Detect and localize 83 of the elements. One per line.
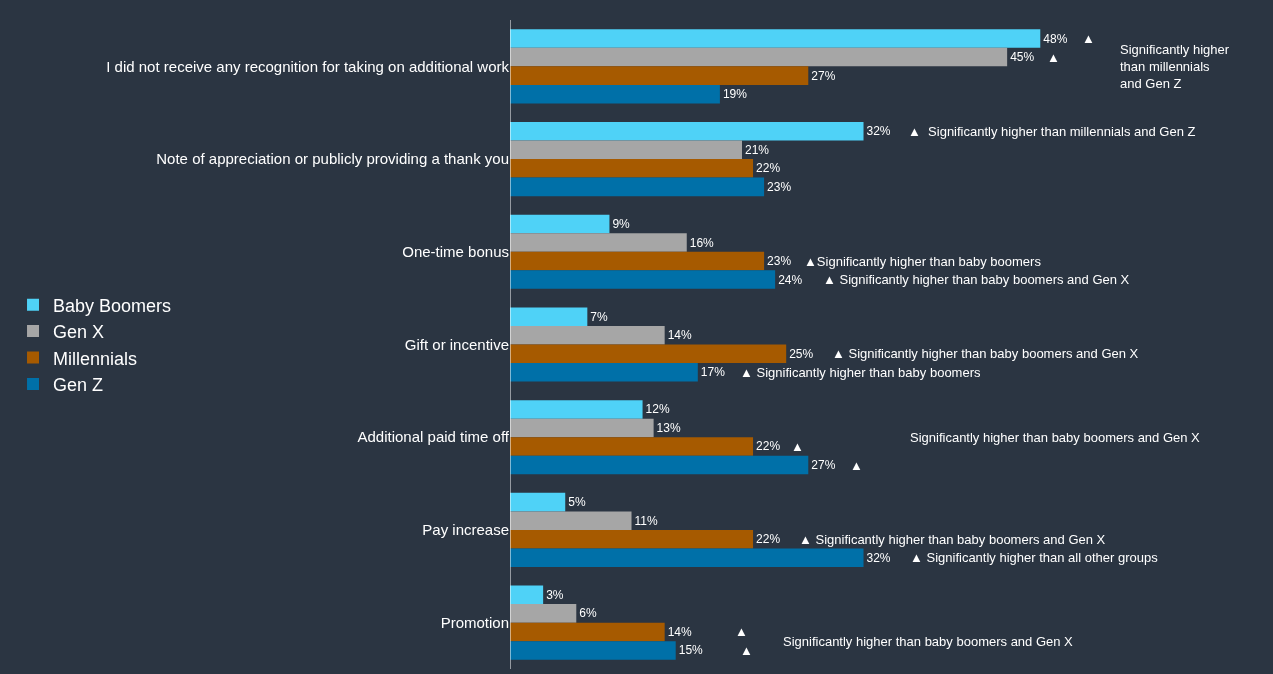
data-label: 22% [756,532,781,547]
annotation: ▲Significantly higher than baby boomers [804,254,1042,269]
annotation: ▲ Significantly higher than millennials and Gen Z [908,124,1196,139]
text: ▲ [1082,31,1095,46]
annotation: ▲ [791,439,804,454]
bar [510,121,864,141]
data-label: 48% [1043,31,1068,46]
data-label: 21% [745,142,770,157]
bar [510,511,632,530]
data-label: 32% [866,550,891,565]
data-label: 12% [645,402,670,417]
legend-label: Gen X [53,322,105,343]
bar [510,548,864,568]
bar [510,529,754,549]
data-label: 23% [767,179,792,194]
data-label: 11% [634,513,658,528]
data-label: 24% [778,272,803,287]
legend-label: Baby Boomers [53,295,172,316]
bar [510,214,610,234]
data-label: 9% [612,216,631,231]
bar [510,233,687,252]
data-label: 5% [568,495,586,510]
bar [510,84,720,104]
bar [510,29,1041,48]
annotation: ▲ [740,643,753,658]
data-label: 7% [590,309,608,324]
bar [510,270,776,289]
data-label: 22% [756,439,781,454]
bar [510,641,676,660]
bar [510,585,544,605]
bar [510,400,643,419]
data-label: 32% [866,124,891,139]
data-label: 45% [1010,50,1035,65]
data-label: 13% [656,420,681,435]
data-label: 23% [767,254,792,269]
bar [510,437,754,456]
data-label: 16% [689,235,715,250]
y-tick-label: Additional paid time off [357,428,510,446]
annotation: ▲ Significantly higher than baby boomers and Gen X [799,532,1106,547]
annotation: Significantly higher than baby boomers and Gen X [910,430,1201,445]
data-label: 19% [722,87,748,102]
annotation: Significantly higher than baby boomers and Gen X [783,634,1074,649]
bar [510,140,742,160]
text: Significantly higher than millennials and Gen Z [1120,42,1230,91]
annotation: ▲ Significantly higher than baby boomers and Gen X [832,346,1139,361]
data-label: 22% [756,161,781,176]
y-tick-label: Note of appreciation or publicly providing a thank you [156,150,509,168]
bar [510,325,665,345]
bar [510,455,809,475]
data-label: 17% [700,365,726,380]
data-label: 15% [678,643,704,658]
data-label: 6% [579,606,597,621]
bar [510,622,665,642]
y-tick-label: Pay increase [422,521,509,539]
y-tick-label: Gift or incentive [404,335,509,353]
legend-label: Millennials [53,348,138,369]
bar [510,492,566,512]
bar [510,177,765,197]
bar [510,363,698,382]
data-label: 14% [667,328,693,343]
annotation: ▲ [735,624,748,639]
bar [510,307,588,326]
bar [510,66,809,85]
text: ▲ [1047,50,1060,65]
data-label: 14% [667,624,693,639]
bar [510,159,754,178]
bar [510,251,765,271]
y-tick-label: One-time bonus [402,243,509,261]
data-label: 25% [789,346,814,361]
y-tick-label: I did not receive any recognition for taking on additional work [106,57,510,75]
data-label: 27% [811,68,836,83]
data-label: 3% [546,587,564,602]
annotation: ▲ Significantly higher than baby boomers [740,365,981,380]
annotation: ▲ Significantly higher than baby boomers and Gen X [823,272,1130,287]
annotation: ▲ Significantly higher than all other groups [910,550,1159,565]
bar [510,47,1008,67]
y-tick-label: Promotion [440,613,509,631]
bar [510,418,654,438]
annotation: ▲ [850,458,863,473]
bar [510,604,577,623]
bar [510,344,787,364]
legend-label: Gen Z [53,374,104,395]
data-label: 27% [811,458,836,473]
